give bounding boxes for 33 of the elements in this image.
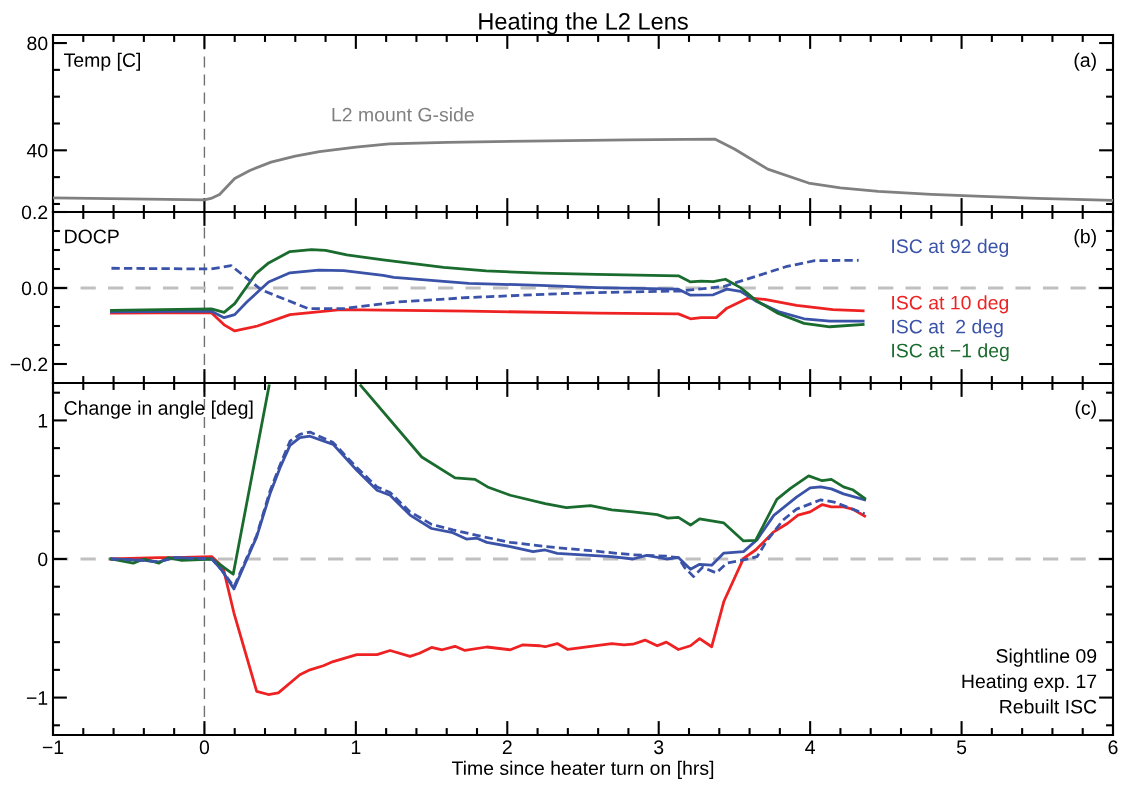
x-tick-label: 4 <box>805 740 815 754</box>
line-series <box>53 137 1113 202</box>
y-tick-label: 1 <box>38 414 48 428</box>
x-axis-title: Time since heater turn on [hrs] <box>451 760 714 779</box>
series-label: L2 mount G-side <box>332 107 474 122</box>
x-tick-label: 2 <box>502 740 512 754</box>
annotation: (a) <box>1074 52 1096 71</box>
annotation: Rebuilt ISC <box>1000 699 1097 714</box>
x-tick-label: 3 <box>654 740 664 755</box>
y-tick-label: 40 <box>26 143 48 158</box>
x-tick-label: 6 <box>1108 740 1118 755</box>
line-series <box>110 248 865 329</box>
series-label: ISC at 2 deg <box>892 319 1003 338</box>
x-tick-label: 5 <box>956 740 967 755</box>
x-tick-label: 1 <box>351 740 361 754</box>
series-label: ISC at −1 deg <box>892 343 1009 362</box>
series-label: ISC at 10 deg <box>892 295 1009 314</box>
annotation: Sightline 09 <box>996 648 1097 667</box>
annotation: (b) <box>1074 229 1096 248</box>
series-label: ISC at 92 deg <box>892 238 1009 257</box>
x-tick-label: 0 <box>199 740 210 755</box>
y-tick-label: −1 <box>26 691 48 705</box>
annotation: (c) <box>1075 400 1096 419</box>
y-tick-label: 0.0 <box>21 281 48 296</box>
y-tick-label: −0.2 <box>10 357 48 372</box>
y-axis-title: DOCP <box>65 229 119 244</box>
annotation: Heating exp. 17 <box>962 673 1097 693</box>
y-axis-title: Temp [C] <box>64 52 140 71</box>
y-tick-label: 80 <box>27 36 48 51</box>
y-axis-title: Change in angle [deg] <box>64 400 253 419</box>
y-tick-label: 0.2 <box>21 205 48 220</box>
chart-title: Heating the L2 Lens <box>479 12 688 35</box>
y-tick-label: 0 <box>38 552 48 567</box>
